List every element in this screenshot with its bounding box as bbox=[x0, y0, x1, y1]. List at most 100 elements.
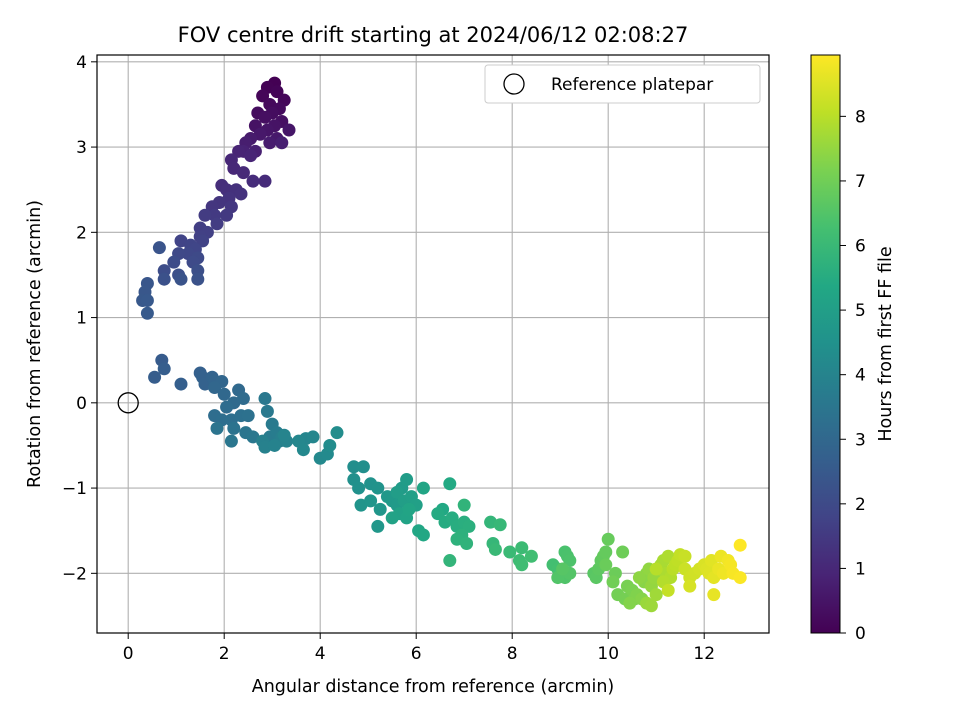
colorbar-tick-label: 0 bbox=[855, 624, 866, 644]
data-point bbox=[330, 426, 344, 440]
data-point bbox=[431, 507, 445, 521]
data-point bbox=[347, 460, 361, 474]
data-point bbox=[616, 545, 630, 559]
legend-label-reference: Reference platepar bbox=[551, 75, 713, 95]
x-tick-label: 4 bbox=[315, 644, 326, 664]
data-point bbox=[515, 541, 529, 555]
data-point bbox=[515, 558, 529, 572]
data-point bbox=[236, 166, 250, 180]
data-point bbox=[649, 562, 663, 576]
data-point bbox=[371, 519, 385, 533]
data-point bbox=[241, 409, 255, 423]
data-point bbox=[140, 294, 154, 308]
y-axis-title: Rotation from reference (arcmin) bbox=[25, 200, 45, 488]
data-point bbox=[217, 387, 231, 401]
data-point bbox=[678, 549, 692, 563]
data-point bbox=[416, 528, 430, 542]
data-point bbox=[599, 558, 613, 572]
data-point bbox=[275, 136, 289, 150]
data-point bbox=[296, 443, 310, 457]
data-point bbox=[236, 392, 250, 406]
data-point bbox=[210, 421, 224, 435]
colorbar-tick-label: 1 bbox=[855, 559, 866, 579]
colorbar-tick-label: 2 bbox=[855, 495, 866, 515]
data-point bbox=[707, 588, 721, 602]
reference-point-marker bbox=[117, 392, 139, 414]
data-point bbox=[140, 306, 154, 320]
y-tick-label: −1 bbox=[62, 479, 87, 499]
data-point bbox=[356, 460, 370, 474]
data-point bbox=[371, 481, 385, 495]
data-point bbox=[220, 208, 234, 222]
data-points bbox=[117, 76, 747, 613]
data-point bbox=[606, 575, 620, 589]
data-point bbox=[258, 110, 272, 124]
data-point bbox=[152, 241, 166, 255]
data-point bbox=[232, 144, 246, 158]
data-point bbox=[263, 136, 277, 150]
data-point bbox=[443, 477, 457, 491]
data-point bbox=[716, 566, 730, 580]
data-point bbox=[661, 583, 675, 597]
data-point bbox=[457, 498, 471, 512]
legend-box bbox=[484, 64, 761, 104]
data-point bbox=[443, 554, 457, 568]
x-tick-label: 8 bbox=[507, 644, 518, 664]
data-point bbox=[462, 519, 476, 533]
colorbar-title: Hours from first FF file bbox=[876, 246, 896, 441]
data-point bbox=[258, 174, 272, 188]
y-tick-label: 0 bbox=[76, 394, 87, 414]
data-point bbox=[556, 562, 570, 576]
y-tick-label: 3 bbox=[76, 138, 87, 158]
x-tick-label: 12 bbox=[693, 644, 715, 664]
data-point bbox=[258, 392, 272, 406]
data-point bbox=[198, 208, 212, 222]
colorbar-tick-label: 4 bbox=[855, 366, 866, 386]
data-point bbox=[220, 400, 234, 414]
data-point bbox=[210, 217, 224, 231]
data-point bbox=[244, 149, 258, 163]
y-tick-label: −2 bbox=[62, 564, 87, 584]
data-point bbox=[277, 428, 291, 442]
colorbar-tick-label: 7 bbox=[855, 172, 866, 192]
data-point bbox=[174, 272, 188, 286]
data-point bbox=[390, 485, 404, 499]
data-point bbox=[234, 187, 248, 201]
data-point bbox=[400, 473, 414, 487]
colorbar: 0 1 2 3 4 5 6 7 8 Hours from first FF file bbox=[810, 54, 896, 644]
data-point bbox=[157, 362, 171, 376]
data-point bbox=[563, 554, 577, 568]
grid-lines bbox=[97, 55, 769, 633]
y-tick-label: 1 bbox=[76, 309, 87, 329]
data-point bbox=[174, 377, 188, 391]
data-point bbox=[733, 571, 747, 585]
data-point bbox=[493, 518, 507, 532]
x-axis-title: Angular distance from reference (arcmin) bbox=[252, 677, 615, 697]
colorbar-tick-label: 3 bbox=[855, 430, 866, 450]
data-point bbox=[227, 421, 241, 435]
data-point bbox=[157, 272, 171, 286]
data-point bbox=[649, 588, 663, 602]
data-point bbox=[599, 545, 613, 559]
data-point bbox=[524, 549, 538, 563]
colorbar-ticks: 0 1 2 3 4 5 6 7 8 bbox=[840, 107, 866, 644]
data-point bbox=[191, 272, 205, 286]
data-point bbox=[306, 430, 320, 444]
data-point bbox=[282, 123, 296, 137]
data-point bbox=[260, 404, 274, 418]
x-tick-label: 6 bbox=[411, 644, 422, 664]
data-point bbox=[268, 438, 282, 452]
data-point bbox=[270, 85, 284, 99]
data-point bbox=[256, 89, 270, 103]
data-point bbox=[373, 502, 387, 516]
data-point bbox=[258, 440, 272, 454]
plot-frame bbox=[96, 54, 770, 634]
colorbar-tick-label: 5 bbox=[855, 301, 866, 321]
legend: Reference platepar bbox=[484, 64, 761, 104]
data-point bbox=[196, 234, 210, 248]
data-point bbox=[148, 370, 162, 384]
data-point bbox=[733, 538, 747, 552]
data-point bbox=[632, 571, 646, 585]
colorbar-tick-label: 8 bbox=[855, 107, 866, 127]
